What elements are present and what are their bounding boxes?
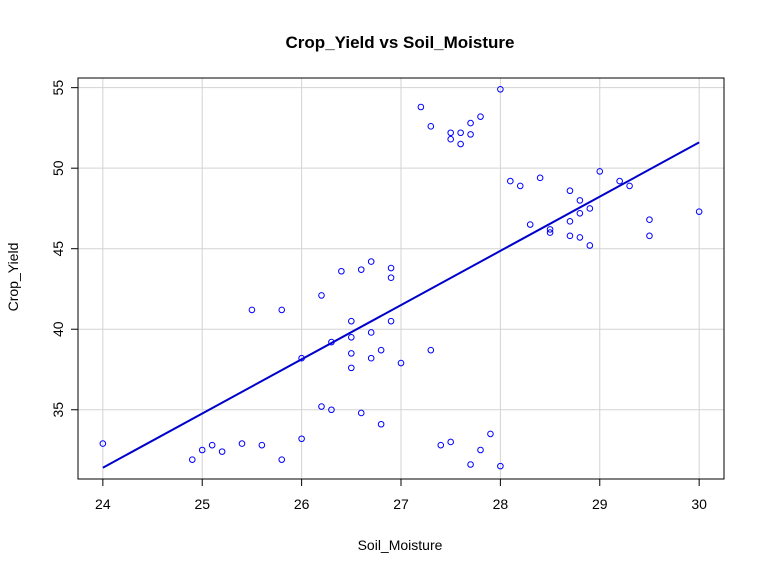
data-point	[646, 216, 653, 224]
data-point	[447, 135, 454, 143]
data-point	[497, 462, 504, 470]
data-point	[586, 205, 594, 212]
data-point	[507, 177, 514, 185]
chart-title: Crop_Yield vs Soil_Moisture	[286, 33, 515, 52]
data-point	[238, 440, 246, 447]
data-point	[338, 267, 345, 275]
data-point	[487, 430, 494, 438]
data-point	[348, 333, 355, 341]
data-point	[377, 420, 385, 428]
data-point	[328, 338, 335, 346]
x-tick-label: 24	[95, 496, 111, 512]
data-point	[437, 441, 445, 449]
data-point	[497, 85, 504, 93]
data-point	[278, 456, 286, 463]
data-point	[377, 346, 385, 354]
data-point	[198, 446, 206, 454]
data-point	[457, 140, 464, 148]
x-tick-label: 30	[691, 496, 707, 512]
data-point	[357, 409, 365, 417]
data-point	[447, 129, 454, 137]
data-point	[318, 403, 325, 410]
data-point	[586, 242, 594, 249]
data-point	[526, 221, 534, 228]
data-point	[348, 317, 355, 325]
data-point	[387, 274, 395, 281]
data-point	[566, 187, 574, 195]
data-point	[477, 113, 484, 120]
data-point	[258, 441, 266, 449]
data-point	[367, 258, 375, 265]
data-point	[298, 354, 305, 362]
y-tick-label: 35	[50, 402, 66, 418]
data-point	[427, 123, 435, 130]
data-point	[516, 182, 524, 190]
x-axis: 24 25 26 27 28 29 30	[95, 479, 707, 512]
data-point	[536, 174, 544, 182]
data-point	[417, 103, 425, 111]
grid-lines	[78, 78, 724, 479]
x-tick-label: 26	[294, 496, 310, 512]
data-point	[427, 346, 435, 354]
data-point	[99, 440, 107, 447]
data-point	[357, 266, 365, 273]
data-point	[387, 264, 395, 272]
data-point	[457, 129, 464, 137]
y-tick-label: 50	[50, 160, 66, 176]
data-point	[218, 448, 226, 455]
data-point	[626, 182, 633, 190]
data-point	[467, 119, 474, 127]
data-point	[477, 446, 484, 454]
x-tick-label: 25	[194, 496, 210, 512]
data-point	[387, 317, 395, 325]
data-point	[646, 232, 653, 240]
data-point	[208, 441, 216, 449]
data-point	[348, 350, 355, 357]
data-point	[248, 306, 256, 314]
data-point	[576, 234, 584, 241]
data-point	[278, 306, 286, 314]
data-point	[447, 438, 454, 446]
data-point	[546, 229, 554, 236]
y-tick-label: 55	[50, 80, 66, 96]
y-axis-label: Crop_Yield	[5, 243, 21, 312]
data-point	[397, 359, 405, 367]
data-point	[576, 209, 584, 217]
data-points	[99, 85, 703, 470]
data-point	[367, 329, 375, 336]
data-point	[566, 218, 574, 225]
x-tick-label: 27	[393, 496, 409, 512]
x-axis-label: Soil_Moisture	[358, 537, 443, 553]
y-tick-label: 45	[50, 241, 66, 257]
x-tick-label: 28	[493, 496, 509, 512]
data-point	[546, 226, 554, 233]
x-tick-label: 29	[592, 496, 608, 512]
data-point	[467, 131, 474, 138]
data-point	[695, 208, 703, 215]
data-point	[348, 364, 355, 372]
data-point	[616, 177, 623, 185]
y-axis: 35 40 45 50 55	[50, 80, 78, 418]
fit-line-layer	[102, 141, 700, 469]
data-point	[298, 435, 305, 443]
data-point	[596, 168, 604, 175]
y-tick-label: 40	[50, 321, 66, 337]
data-point	[367, 354, 375, 362]
data-point	[188, 456, 196, 463]
data-point	[318, 292, 325, 299]
data-point	[576, 197, 584, 204]
regression-line	[102, 141, 700, 469]
data-point	[328, 406, 335, 414]
data-point	[467, 461, 474, 468]
data-point	[566, 232, 574, 240]
